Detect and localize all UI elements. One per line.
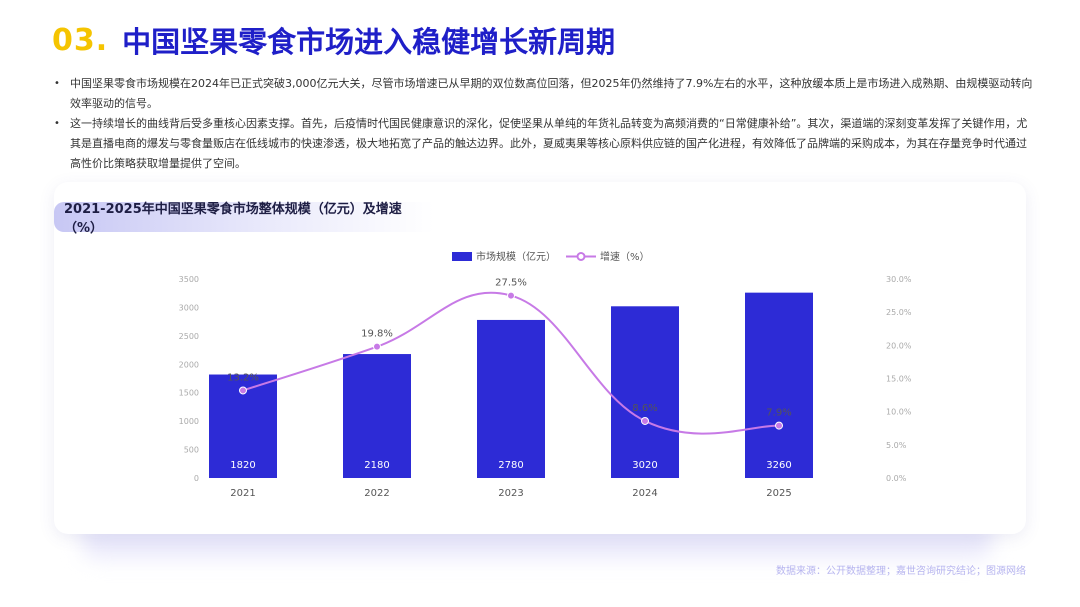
line-value-label: 7.9% — [766, 408, 791, 419]
bar — [477, 319, 545, 478]
bar-series: 1820 2180 2780 3020 3260 — [209, 292, 813, 478]
x-tick-label: 2022 — [364, 488, 389, 499]
bullet-text: 这一持续增长的曲线背后受多重核心因素支撑。首先，后疫情时代国民健康意识的深化，促… — [70, 117, 1028, 170]
chart-svg: 市场规模（亿元） 增速（%） 0 500 1000 1500 2000 2500 3000 3… — [179, 250, 912, 499]
x-tick-label: 2024 — [632, 488, 657, 499]
summary-bullets: • 中国坚果零食市场规模在2024年已正式突破3,000亿元大关，尽管市场增速已… — [54, 74, 1034, 174]
line-point — [373, 342, 381, 351]
y-left-tick-label: 1000 — [179, 417, 199, 426]
y-left-tick-label: 1500 — [179, 389, 199, 398]
y-right-tick-label: 15.0% — [886, 375, 912, 384]
chart-card: 2021-2025年中国坚果零食市场整体规模（亿元）及增速（%） 市场规模（亿元… — [54, 182, 1026, 534]
line-value-label: 27.5% — [495, 278, 527, 289]
line-point — [507, 291, 515, 300]
x-tick-label: 2021 — [230, 488, 255, 499]
line-point — [239, 386, 247, 395]
y-left-tick-label: 2000 — [179, 360, 199, 369]
y-left-tick-label: 2500 — [179, 332, 199, 341]
bullet-item: • 中国坚果零食市场规模在2024年已正式突破3,000亿元大关，尽管市场增速已… — [54, 74, 1034, 114]
y-right-tick-label: 30.0% — [886, 275, 912, 284]
chart-title: 2021-2025年中国坚果零食市场整体规模（亿元）及增速（%） — [64, 202, 402, 236]
line-value-label: 13.2% — [227, 372, 259, 383]
bar-value-label: 3020 — [632, 460, 657, 471]
chart-legend: 市场规模（亿元） 增速（%） — [452, 250, 650, 263]
growth-line — [242, 291, 780, 435]
page-header: 03. 中国坚果零食市场进入稳健增长新周期 — [52, 18, 615, 62]
y-axis-left: 0 500 1000 1500 2000 2500 3000 3500 — [179, 275, 199, 483]
data-source: 数据来源：公开数据整理；嘉世咨询研究结论；图源网络 — [776, 566, 1026, 577]
legend-line-label: 增速（%） — [600, 250, 650, 263]
line-point — [775, 421, 783, 430]
legend-line-marker — [576, 252, 586, 261]
y-left-tick-label: 500 — [184, 446, 199, 455]
line-point — [641, 416, 649, 425]
y-right-tick-label: 25.0% — [886, 308, 912, 317]
chart-title-bar: 2021-2025年中国坚果零食市场整体规模（亿元）及增速（%） — [54, 202, 434, 236]
y-axis-right: 0.0% 5.0% 10.0% 15.0% 20.0% 25.0% 30.0% — [886, 275, 912, 483]
bar-value-label: 3260 — [766, 460, 791, 471]
line-value-label: 8.6% — [632, 403, 657, 414]
bullet-dot-icon: • — [54, 118, 60, 129]
y-left-tick-label: 3000 — [179, 303, 199, 312]
y-right-tick-label: 5.0% — [886, 441, 907, 450]
bar-value-label: 1820 — [230, 460, 255, 471]
y-right-tick-label: 10.0% — [886, 408, 912, 417]
bar — [343, 354, 411, 478]
y-left-tick-label: 3500 — [179, 275, 199, 284]
bar-value-label: 2780 — [498, 460, 523, 471]
x-tick-label: 2023 — [498, 488, 523, 499]
bar — [611, 306, 679, 478]
page-title: 中国坚果零食市场进入稳健增长新周期 — [122, 25, 616, 59]
y-right-tick-label: 20.0% — [886, 341, 912, 350]
section-number: 03. — [52, 22, 109, 58]
bullet-item: • 这一持续增长的曲线背后受多重核心因素支撑。首先，后疫情时代国民健康意识的深化… — [54, 114, 1034, 174]
bar — [745, 292, 813, 478]
bullet-text: 中国坚果零食市场规模在2024年已正式突破3,000亿元大关，尽管市场增速已从早… — [70, 77, 1033, 110]
line-series: 13.2% 19.8% 27.5% 8.6% 7.9% — [227, 278, 792, 435]
bullet-dot-icon: • — [54, 78, 60, 89]
y-right-tick-label: 0.0% — [886, 474, 907, 483]
x-tick-label: 2025 — [766, 488, 791, 499]
y-left-tick-label: 0 — [194, 474, 199, 483]
legend-bar-label: 市场规模（亿元） — [476, 250, 556, 263]
x-axis: 2021 2022 2023 2024 2025 — [230, 488, 791, 499]
line-value-label: 19.8% — [361, 329, 393, 340]
bar-value-label: 2180 — [364, 460, 389, 471]
legend-bar-swatch — [452, 252, 472, 261]
